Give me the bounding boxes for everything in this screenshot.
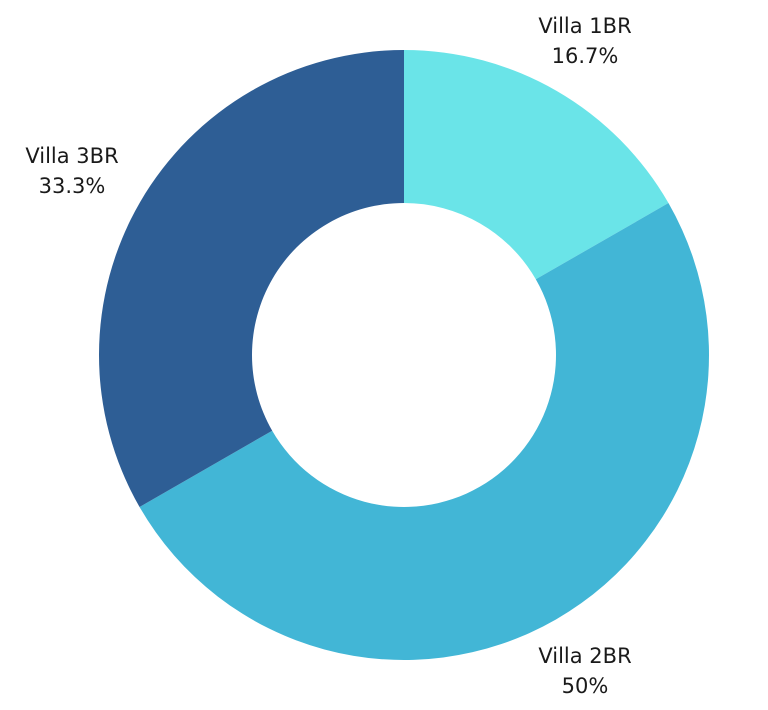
slice-percent-label: 33.3% [39,174,106,198]
slice-villa-2br [139,203,710,661]
slice-category-label: Villa 2BR [538,644,631,668]
slice-labels: Villa 1BR 16.7% Villa 2BR 50% Villa 3BR 33.3% [25,14,631,698]
slice-label-villa-1br: Villa 1BR 16.7% [538,14,631,68]
slice-label-villa-2br: Villa 2BR 50% [538,644,631,698]
donut-slices [98,50,710,661]
slice-percent-label: 16.7% [552,44,619,68]
slice-category-label: Villa 3BR [25,144,118,168]
slice-label-villa-3br: Villa 3BR 33.3% [25,144,118,198]
slice-category-label: Villa 1BR [538,14,631,38]
slice-villa-1br [404,50,669,280]
slice-percent-label: 50% [562,674,609,698]
slice-villa-3br [98,50,404,507]
